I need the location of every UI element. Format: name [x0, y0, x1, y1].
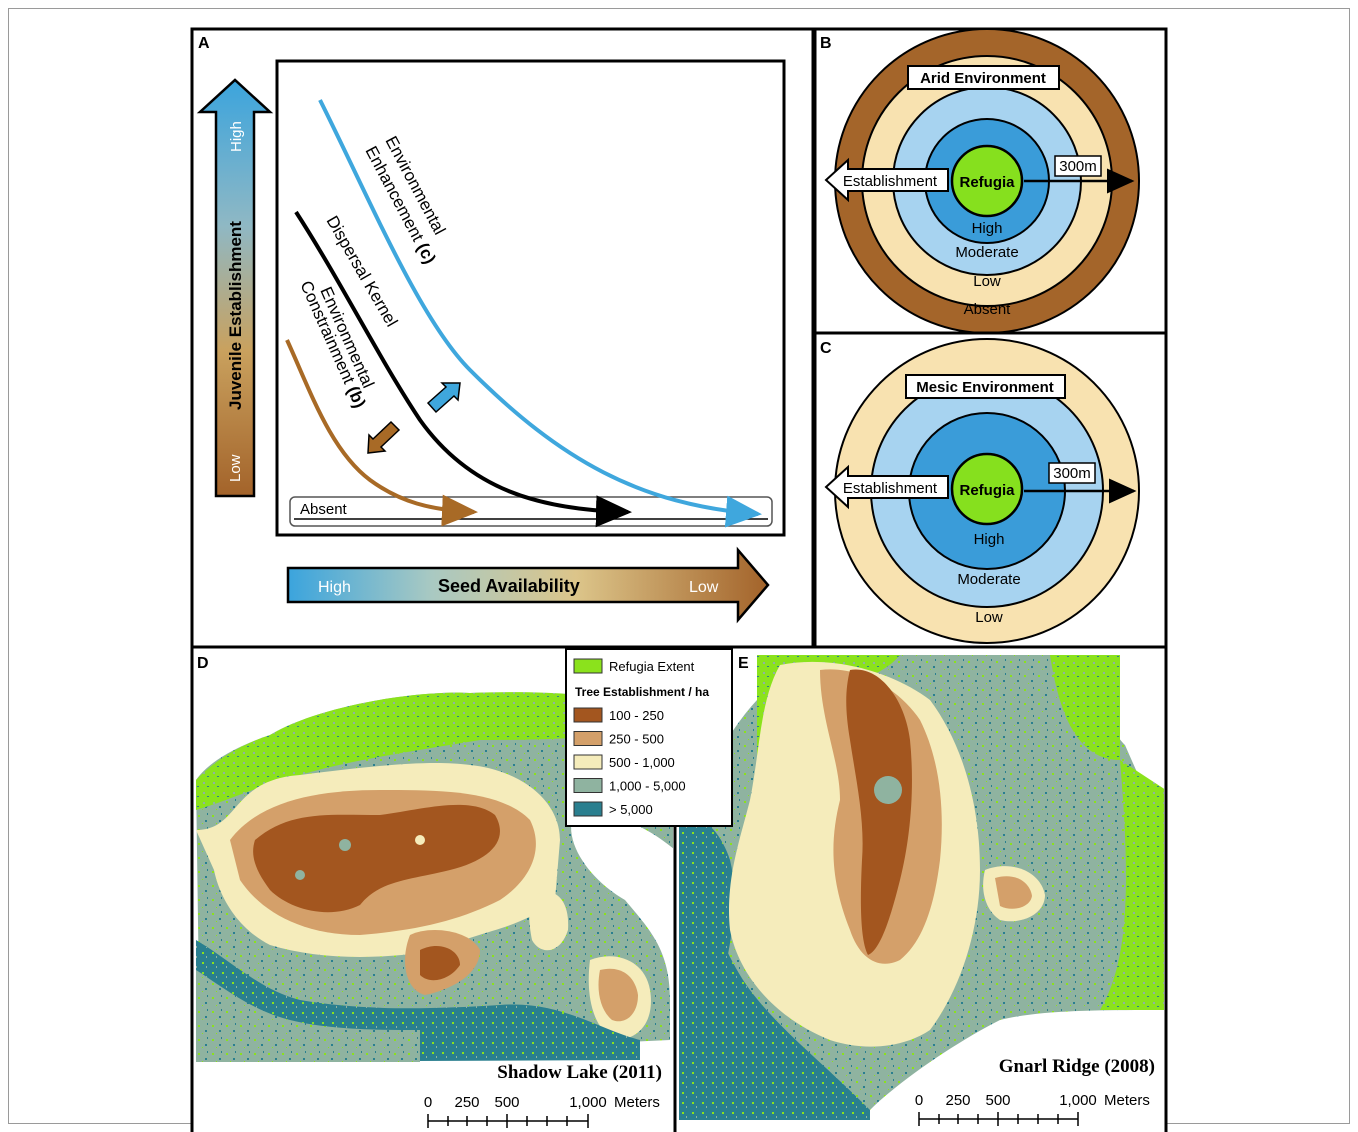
legend-title: Tree Establishment / ha	[575, 685, 709, 699]
panel-a: A Juvenile Establishment High Low Absent…	[190, 27, 815, 649]
legend-class-label: 500 - 1,000	[609, 755, 675, 770]
legend-swatch	[573, 801, 603, 817]
y-axis-arrow: Juvenile Establishment High Low	[196, 78, 274, 498]
dispersal-kernel-curve	[294, 210, 632, 528]
legend-swatch	[573, 754, 603, 770]
scale-tick-500: 500	[494, 1094, 519, 1111]
panel-e: E Gnarl Ridge (2008) 0 250 500 1,000 Met…	[673, 645, 1168, 1132]
x-axis-high: High	[318, 579, 351, 596]
panel-d: D Shadow Lake (2011) 0 250 500 1,000 Met…	[190, 645, 677, 1132]
scale-tick-0: 0	[915, 1092, 923, 1109]
refugia-core	[950, 452, 1024, 526]
distance-label: 300m	[1059, 158, 1097, 175]
map-legend: Refugia Extent Tree Establishment / ha 1…	[565, 648, 733, 827]
y-axis-title: Juvenile Establishment	[226, 221, 245, 410]
legend-swatch	[573, 707, 603, 723]
scale-tick-1000: 1,000	[1059, 1092, 1097, 1109]
y-axis-high: High	[228, 121, 245, 152]
gnarl-ridge-title: Gnarl Ridge (2008)	[999, 1056, 1155, 1077]
constraint-curve	[285, 339, 478, 527]
scale-bar-e: 0 250 500 1,000 Meters	[915, 1092, 1150, 1126]
establishment-arrow	[824, 157, 949, 203]
scale-tick-1000: 1,000	[569, 1094, 607, 1111]
ring-low-label: Low	[973, 273, 1001, 290]
y-axis-low: Low	[227, 454, 244, 482]
panel-b: B Refugia High Moderate Low Absent Arid …	[813, 27, 1168, 335]
absent-label: Absent	[300, 501, 348, 518]
panel-e-letter: E	[738, 655, 749, 672]
enhancement-curve	[318, 99, 762, 528]
refugia-label: Refugia	[959, 482, 1015, 499]
legend-items: 100 - 250 250 - 500 500 - 1,000 1,000 - 5,0…	[573, 707, 686, 817]
ring-absent-label: Absent	[964, 301, 1012, 318]
gnarl-ridge-map	[679, 655, 1164, 1120]
scale-tick-0: 0	[424, 1094, 432, 1111]
panel-c-title: Mesic Environment	[916, 379, 1054, 396]
establishment-label: Establishment	[843, 173, 938, 190]
distance-label: 300m	[1053, 465, 1091, 482]
establishment-arrow	[824, 464, 949, 510]
ring-high-label: High	[974, 531, 1005, 548]
plot-box	[275, 59, 786, 537]
scale-tick-250: 250	[454, 1094, 479, 1111]
scale-bar-d: 0 250 500 1,000 Meters	[424, 1094, 660, 1128]
legend-swatch	[573, 778, 603, 793]
absent-zone	[289, 496, 773, 527]
panel-a-letter: A	[198, 35, 210, 52]
scale-tick-500: 500	[985, 1092, 1010, 1109]
ring-high-label: High	[972, 220, 1003, 237]
shift-up-arrow	[426, 382, 461, 414]
legend-swatch	[573, 731, 603, 746]
legend-refugia-label: Refugia Extent	[609, 659, 695, 674]
x-axis-arrow: High Seed Availability Low	[286, 546, 770, 624]
shift-down-arrow	[367, 420, 401, 454]
ring-moderate-label: Moderate	[955, 244, 1018, 261]
ring-low-label: Low	[975, 609, 1003, 626]
legend-class-label: > 5,000	[609, 802, 653, 817]
shadow-lake-title: Shadow Lake (2011)	[497, 1062, 662, 1083]
scale-unit: Meters	[614, 1094, 660, 1111]
shadow-lake-map	[196, 692, 673, 1062]
legend-class-label: 100 - 250	[609, 708, 664, 723]
panel-b-title: Arid Environment	[920, 70, 1046, 87]
panel-b-letter: B	[820, 35, 832, 52]
refugia-core	[950, 144, 1024, 218]
x-axis-low: Low	[689, 579, 719, 596]
scale-unit: Meters	[1104, 1092, 1150, 1109]
scale-tick-250: 250	[945, 1092, 970, 1109]
panel-c-letter: C	[820, 340, 832, 357]
legend-class-label: 1,000 - 5,000	[609, 779, 686, 794]
panel-d-letter: D	[197, 655, 209, 672]
refugia-label: Refugia	[959, 174, 1015, 191]
legend-swatch-refugia	[573, 658, 603, 674]
legend-class-label: 250 - 500	[609, 732, 664, 747]
x-axis-title: Seed Availability	[438, 576, 580, 596]
ring-moderate-label: Moderate	[957, 571, 1020, 588]
panel-c: C Refugia High Moderate Low Mesic Enviro…	[813, 331, 1168, 649]
establishment-label: Establishment	[843, 480, 938, 497]
